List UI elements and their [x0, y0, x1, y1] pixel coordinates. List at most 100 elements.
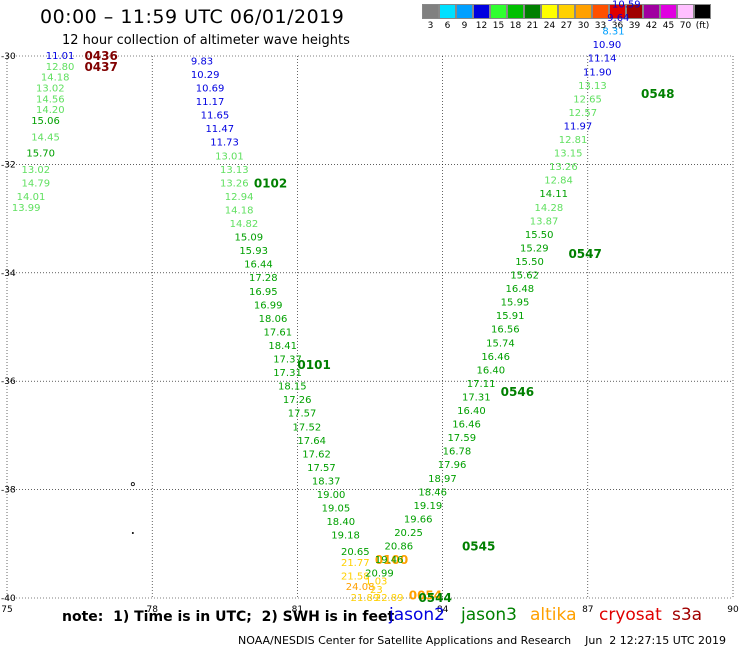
y-tick-label: -36	[1, 377, 16, 387]
color-scale-swatches	[422, 4, 728, 19]
swh-value: 17.52	[293, 422, 322, 433]
swh-value: 21.58	[341, 571, 370, 582]
swh-value: 17.96	[438, 460, 467, 471]
color-scale-labels: 3 6 9 12 15 18 21 24 27 30 33 36 39 42 45 70 (ft)	[422, 21, 728, 31]
swh-value: 14.01	[17, 192, 46, 203]
swh-value: 18.41	[268, 341, 297, 352]
swh-value: 13.13	[220, 165, 249, 176]
x-tick-label: 84	[437, 605, 449, 615]
swh-value: 21.89	[351, 593, 380, 604]
swh-value: 13.02	[22, 165, 51, 176]
swh-value: 17.31	[462, 392, 491, 403]
swh-value: 16.44	[244, 260, 273, 271]
swh-value: 13.26	[220, 178, 249, 189]
swh-value: 18.37	[312, 476, 341, 487]
swh-value: 19.46	[375, 555, 404, 566]
swh-value: 18.40	[326, 517, 355, 528]
swh-value: 14.45	[31, 132, 60, 143]
swh-value: 11.97	[564, 121, 593, 132]
swh-value: 13.15	[554, 149, 583, 160]
swh-value: 11.01	[46, 51, 75, 62]
swh-value: 11.47	[205, 124, 234, 135]
swh-value: 12.94	[225, 192, 254, 203]
swh-value: 11.90	[583, 67, 612, 78]
swh-value: 1.03	[365, 577, 387, 588]
color-scale-legend: 3 6 9 12 15 18 21 24 27 30 33 36 39 42 45 70 (ft)	[422, 4, 728, 38]
swh-value: 13.02	[36, 84, 65, 95]
color-swatch-label: 39	[628, 21, 641, 31]
swh-value: 18.46	[418, 487, 447, 498]
color-swatch	[558, 4, 575, 19]
swh-value: 11.14	[588, 54, 617, 65]
swh-value: 13.01	[215, 151, 244, 162]
color-swatch	[660, 4, 677, 19]
swh-value: 14.18	[225, 205, 254, 216]
swh-value: 15.74	[486, 338, 515, 349]
swh-value: 18.97	[428, 474, 457, 485]
color-swatch-label: 15	[492, 21, 505, 31]
swh-value: 17.28	[249, 273, 278, 284]
swh-value: 16.99	[254, 300, 283, 311]
color-swatch	[490, 4, 507, 19]
y-tick-label: -34	[1, 269, 16, 279]
swh-value: 19.05	[322, 504, 351, 515]
swh-value: 19.18	[331, 531, 360, 542]
swh-value: 14.79	[22, 178, 51, 189]
swh-value: 17.59	[447, 433, 476, 444]
legend-cryosat: cryosat	[599, 605, 662, 625]
footer-credit: NOAA/NESDIS Center for Satellite Applica…	[238, 634, 726, 647]
swh-value: 13.99	[12, 203, 41, 214]
swh-value: 14.56	[36, 94, 65, 105]
color-swatch	[592, 4, 609, 19]
swh-value: 16.46	[481, 352, 510, 363]
swh-value: 17.37	[273, 355, 302, 366]
color-swatch-label: 33	[594, 21, 607, 31]
swh-value: 10.59	[612, 0, 641, 11]
swh-value: 10.90	[593, 40, 622, 51]
swh-value: 12.84	[544, 176, 573, 187]
chart-title: 00:00 – 11:59 UTC 06/01/2019	[40, 6, 345, 28]
swh-value: 24.08	[346, 582, 375, 593]
swh-value: 17.57	[307, 463, 336, 474]
swh-value: 20.25	[394, 528, 423, 539]
color-swatch	[456, 4, 473, 19]
swh-value: 17.61	[264, 327, 293, 338]
color-swatch	[507, 4, 524, 19]
swh-value: 9.83	[191, 56, 213, 67]
time-label: 0548	[641, 87, 674, 101]
swh-value: 16.56	[491, 325, 520, 336]
swh-value: 15.29	[520, 243, 549, 254]
swh-value: 17.64	[297, 436, 326, 447]
swh-value: 19.00	[317, 490, 346, 501]
x-tick-label: 90	[727, 605, 739, 615]
swh-value: 13.13	[578, 81, 607, 92]
swh-value: 8.31	[602, 27, 624, 38]
time-label: 0545	[462, 540, 495, 554]
y-tick-label: -30	[1, 52, 16, 62]
swh-value: 15.95	[501, 298, 530, 309]
y-tick-label: -32	[1, 160, 16, 170]
swh-value: 14.18	[41, 73, 70, 84]
swh-value: 14.11	[539, 189, 568, 200]
island-marker	[131, 531, 134, 534]
color-swatch-label: 24	[543, 21, 556, 31]
swh-value: 18.06	[259, 314, 288, 325]
swh-value: 15.70	[26, 149, 55, 160]
swh-value: 10.69	[196, 84, 225, 95]
color-swatch-label: 6	[444, 21, 451, 31]
swh-value: 12.65	[573, 94, 602, 105]
legend-s3a: s3a	[672, 605, 703, 625]
time-label: 0102	[254, 176, 287, 190]
swh-value: 15.09	[234, 233, 263, 244]
color-swatch	[677, 4, 694, 19]
swh-value: 9.64	[607, 13, 629, 24]
time-label: 0100	[375, 553, 408, 567]
swh-value: 17.57	[288, 409, 317, 420]
time-label: 0436	[84, 49, 117, 63]
swh-value: 17.26	[283, 395, 312, 406]
swh-value: 12.80	[46, 62, 75, 73]
swh-value: 16.48	[506, 284, 535, 295]
color-swatch	[626, 4, 643, 19]
x-tick-label: 78	[146, 605, 158, 615]
